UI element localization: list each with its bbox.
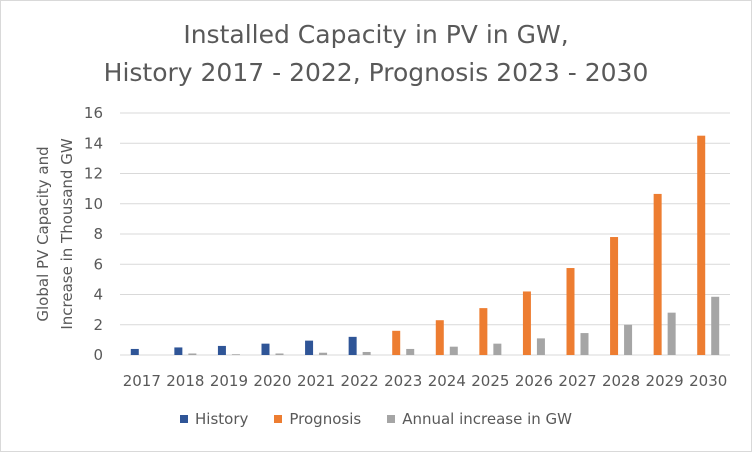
legend-item: Prognosis — [274, 410, 361, 428]
legend-swatch — [274, 415, 283, 423]
chart-title-line2: History 2017 - 2022, Prognosis 2023 - 20… — [103, 58, 649, 87]
bar-annual-increase-2029 — [667, 312, 676, 355]
bar-annual-increase-2028 — [624, 324, 633, 355]
bar-history-2019 — [217, 345, 226, 355]
bar-annual-increase-2030 — [711, 296, 720, 355]
y-tick-label: 12 — [84, 165, 103, 183]
x-tick-label: 2030 — [689, 372, 727, 390]
bar-annual-increase-2020 — [275, 353, 284, 355]
bar-annual-increase-2027 — [580, 333, 589, 355]
bar-history-2017 — [130, 348, 139, 355]
legend-item: Annual increase in GW — [387, 410, 572, 428]
bar-prognosis-2023 — [392, 330, 401, 355]
bar-prognosis-2028 — [610, 237, 619, 355]
y-tick-label: 0 — [93, 346, 103, 364]
bar-prognosis-2026 — [522, 291, 531, 355]
x-tick-label: 2021 — [297, 372, 335, 390]
bar-annual-increase-2026 — [536, 338, 545, 355]
bar-history-2021 — [305, 340, 314, 355]
bar-annual-increase-2025 — [493, 343, 502, 355]
x-tick-label: 2029 — [646, 372, 684, 390]
x-tick-label: 2024 — [428, 372, 466, 390]
bar-history-2018 — [174, 347, 183, 355]
x-tick-label: 2027 — [558, 372, 596, 390]
bar-annual-increase-2019 — [231, 354, 240, 355]
x-tick-label: 2022 — [341, 372, 379, 390]
legend-swatch — [180, 415, 188, 423]
legend-label: History — [195, 410, 249, 428]
y-tick-label: 6 — [93, 255, 103, 273]
x-tick-label: 2026 — [515, 372, 553, 390]
bar-prognosis-2024 — [435, 320, 444, 355]
y-tick-label: 10 — [84, 195, 103, 213]
bar-prognosis-2029 — [653, 193, 662, 355]
x-tick-label: 2017 — [123, 372, 161, 390]
legend-swatch — [387, 415, 396, 423]
y-tick-label: 14 — [84, 134, 103, 152]
x-tick-label: 2028 — [602, 372, 640, 390]
bar-annual-increase-2022 — [362, 351, 371, 355]
chart-legend: History Prognosis Annual increase in GW — [0, 410, 752, 428]
y-tick-label: 4 — [93, 286, 103, 304]
legend-item: History — [180, 410, 248, 428]
y-tick-label: 2 — [93, 316, 103, 334]
bar-annual-increase-2021 — [319, 352, 328, 355]
bar-prognosis-2030 — [697, 135, 706, 355]
bar-prognosis-2027 — [566, 268, 575, 355]
y-tick-label: 8 — [93, 225, 103, 243]
bar-history-2020 — [261, 343, 270, 355]
legend-label: Prognosis — [289, 410, 362, 428]
x-tick-label: 2023 — [384, 372, 422, 390]
bar-annual-increase-2018 — [188, 353, 197, 355]
x-tick-label: 2020 — [253, 372, 291, 390]
bar-annual-increase-2024 — [449, 346, 458, 355]
x-tick-label: 2019 — [210, 372, 248, 390]
legend-label: Annual increase in GW — [402, 410, 572, 428]
chart-title-line1: Installed Capacity in PV in GW, — [183, 20, 569, 49]
x-tick-label: 2025 — [471, 372, 509, 390]
y-tick-label: 16 — [84, 104, 103, 122]
x-tick-label: 2018 — [166, 372, 204, 390]
bar-history-2022 — [348, 336, 357, 355]
bar-annual-increase-2023 — [406, 348, 415, 355]
bar-prognosis-2025 — [479, 308, 488, 355]
y-axis-label-line2: Increase in Thousand GW — [58, 138, 76, 329]
y-axis-label-line1: Global PV Capacity and — [34, 146, 52, 321]
